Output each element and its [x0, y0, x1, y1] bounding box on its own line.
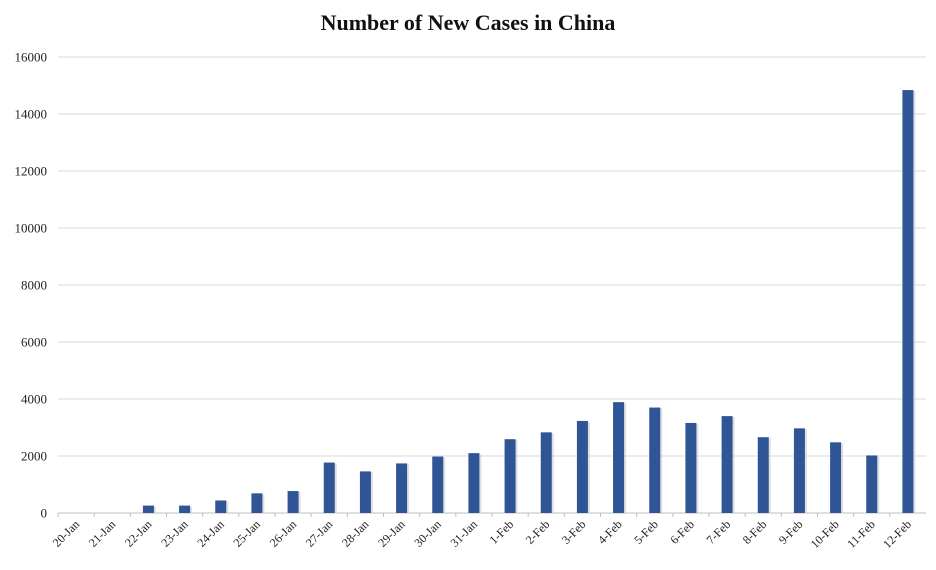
x-tick-label: 28-Jan	[339, 517, 372, 550]
bar	[866, 455, 878, 513]
x-tick-label: 20-Jan	[50, 517, 83, 550]
y-tick-label: 2000	[21, 449, 47, 464]
bar	[649, 407, 661, 513]
bar	[504, 439, 516, 513]
x-tick-label: 9-Feb	[776, 517, 806, 547]
bar	[287, 491, 299, 513]
x-tick-label: 22-Jan	[122, 517, 155, 550]
bar	[576, 420, 588, 513]
bar	[215, 500, 227, 513]
bar	[540, 432, 552, 513]
x-tick-label: 3-Feb	[559, 517, 589, 547]
y-tick-label: 4000	[21, 392, 47, 407]
x-tick-label: 27-Jan	[303, 517, 336, 550]
x-tick-label: 21-Jan	[86, 517, 119, 550]
bar	[685, 422, 697, 513]
y-tick-label: 6000	[21, 335, 47, 350]
bar	[142, 505, 154, 513]
x-tick-label: 25-Jan	[231, 517, 264, 550]
bar	[793, 428, 805, 513]
bar	[902, 90, 914, 513]
x-tick-label: 2-Feb	[523, 517, 553, 547]
bar	[830, 442, 842, 513]
y-tick-label: 10000	[15, 221, 48, 236]
x-tick-label: 11-Feb	[844, 517, 878, 551]
bar	[468, 453, 480, 513]
bar	[613, 402, 625, 513]
x-tick-label: 8-Feb	[740, 517, 770, 547]
x-tick-label: 26-Jan	[267, 517, 300, 550]
x-tick-label: 29-Jan	[375, 517, 408, 550]
y-tick-label: 16000	[15, 50, 48, 65]
x-tick-label: 31-Jan	[448, 517, 481, 550]
x-tick-label: 23-Jan	[158, 517, 191, 550]
x-tick-label: 10-Feb	[808, 517, 842, 551]
bar	[179, 505, 191, 513]
bar	[757, 437, 769, 513]
x-tick-label: 6-Feb	[667, 517, 697, 547]
bar	[323, 462, 335, 513]
x-tick-label: 12-Feb	[880, 517, 914, 551]
x-tick-label: 5-Feb	[631, 517, 661, 547]
chart-title: Number of New Cases in China	[320, 10, 616, 35]
bar	[251, 493, 263, 513]
x-tick-label: 1-Feb	[487, 517, 517, 547]
y-tick-label: 14000	[15, 107, 48, 122]
x-tick-label: 4-Feb	[595, 517, 625, 547]
y-tick-label: 0	[41, 506, 48, 521]
bar	[359, 471, 371, 513]
x-tick-label: 7-Feb	[704, 517, 734, 547]
y-tick-label: 12000	[15, 164, 48, 179]
bar	[721, 416, 733, 513]
bar	[432, 456, 444, 513]
x-tick-label: 30-Jan	[411, 517, 444, 550]
x-tick-label: 24-Jan	[194, 517, 227, 550]
bar	[396, 463, 408, 513]
y-tick-label: 8000	[21, 278, 47, 293]
